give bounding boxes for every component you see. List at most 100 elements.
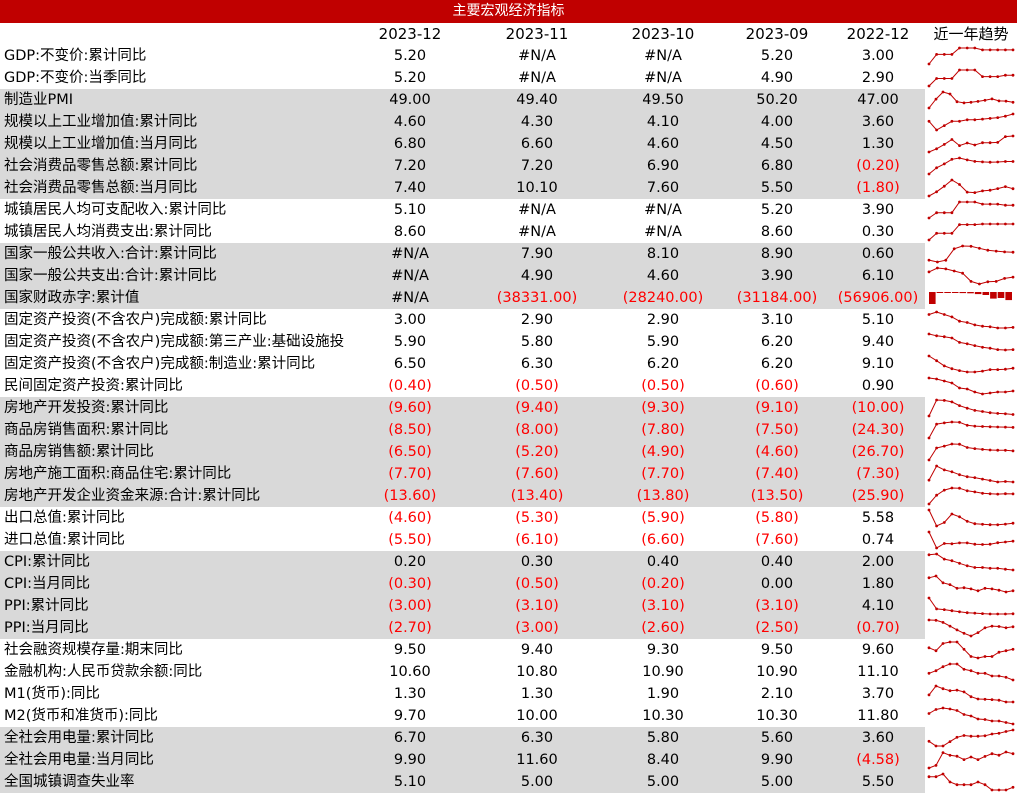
sparkline-point: [1004, 522, 1007, 526]
sparkline-point: [1011, 678, 1015, 682]
sparkline-cell: [925, 529, 1017, 551]
table-row: M2(货币和准货币):同比 9.70 10.00 10.30 10.30 11.80: [0, 705, 1017, 727]
sparkline-line: [928, 553, 1014, 571]
value-cell: (7.60): [515, 466, 559, 482]
sparkline-point: [973, 409, 977, 412]
sparkline-point: [996, 160, 1000, 164]
value-cell: 4.60: [646, 136, 680, 152]
sparkline-point: [973, 370, 977, 374]
sparkline-cell: [925, 441, 1017, 463]
sparkline-point: [958, 341, 961, 344]
sparkline-point: [973, 566, 977, 569]
sparkline-point: [969, 244, 973, 248]
table-row: 全国城镇调查失业率 5.10 5.00 5.00 5.00 5.50: [0, 771, 1017, 793]
sparkline-point: [973, 542, 977, 546]
value-cell: (8.00): [515, 422, 559, 438]
table-row: 社会消费品零售总额:当月同比 7.40 10.10 7.60 5.50 (1.80): [0, 177, 1017, 199]
value-cell: 8.40: [646, 752, 680, 768]
value-cell: 3.10: [760, 312, 794, 328]
sparkline-point: [944, 258, 948, 262]
sparkline-cell: [925, 177, 1017, 199]
sparkline-point: [941, 621, 945, 624]
value-cell: 10.80: [516, 664, 558, 680]
sparkline-point: [969, 587, 973, 591]
sparkline-point: [965, 446, 969, 449]
sparkline-point: [1003, 250, 1006, 254]
sparkline-point: [996, 141, 1000, 144]
value-cell: (4.60): [755, 444, 799, 460]
value-cell: 4.90: [760, 70, 794, 86]
sparkline-bar: [997, 292, 1005, 298]
sparkline-point: [965, 118, 969, 122]
sparkline-point: [1004, 612, 1007, 616]
sparkline-point: [935, 524, 938, 528]
sparkline-point: [962, 647, 966, 651]
sparkline-point: [934, 764, 938, 767]
sparkline-point: [988, 117, 992, 120]
sparkline-point: [927, 693, 931, 697]
sparkline-bar: [936, 292, 944, 293]
sparkline-point: [948, 753, 952, 757]
sparkline-point: [988, 523, 992, 527]
sparkline-point: [973, 46, 977, 50]
sparkline-point: [935, 607, 938, 611]
value-cell: (10.00): [851, 400, 905, 416]
sparkline-point: [927, 354, 931, 358]
sparkline-point: [935, 77, 938, 80]
table-row: 社会消费品零售总额:累计同比 7.20 7.20 6.90 6.80 (0.20): [0, 155, 1017, 177]
sparkline-point: [927, 62, 931, 66]
column-header: 2022-12: [846, 25, 910, 43]
sparkline-line: [928, 47, 1013, 65]
value-cell: (7.60): [755, 532, 799, 548]
sparkline-point: [1011, 348, 1015, 351]
sparkline: [927, 596, 1015, 616]
sparkline-point: [996, 523, 1000, 527]
sparkline-point: [927, 84, 931, 88]
sparkline-point: [955, 628, 959, 632]
value-cell: (2.60): [641, 620, 685, 636]
sparkline-point: [948, 624, 952, 628]
sparkline-point: [978, 246, 981, 250]
sparkline-point: [973, 118, 977, 122]
sparkline-line: [928, 465, 1014, 483]
table-row: 商品房销售面积:累计同比 (8.50) (8.00) (7.80) (7.50) (24.…: [0, 419, 1017, 441]
table-row: 国家一般公共支出:合计:累计同比 #N/A 4.90 4.60 3.90 6.10: [0, 265, 1017, 287]
sparkline-point: [935, 398, 938, 402]
sparkline-bar: [959, 292, 967, 294]
sparkline-point: [973, 323, 977, 327]
sparkline-point: [935, 147, 938, 151]
sparkline: [927, 706, 1015, 726]
sparkline-point: [934, 708, 938, 711]
sparkline-point: [1004, 99, 1008, 103]
sparkline-point: [996, 412, 1000, 415]
row-label: 固定资产投资(不含农户)完成额:第三产业:基础设施投: [4, 334, 345, 350]
sparkline-point: [1004, 492, 1007, 496]
sparkline-cell: [925, 463, 1017, 485]
sparkline-point: [981, 345, 984, 349]
sparkline-point: [935, 310, 938, 314]
value-cell: (0.20): [641, 576, 685, 592]
value-cell: 10.90: [642, 664, 684, 680]
value-cell: 1.30: [861, 136, 895, 152]
sparkline-cell: [925, 617, 1017, 639]
sparkline-point: [927, 596, 931, 600]
sparkline-point: [942, 468, 946, 472]
value-cell: 0.40: [646, 554, 680, 570]
sparkline-point: [927, 576, 931, 580]
sparkline-point: [948, 780, 952, 784]
row-label: M1(货币):同比: [4, 686, 100, 702]
value-cell: (25.90): [851, 488, 905, 504]
sparkline-cell: [925, 375, 1017, 397]
value-cell: (7.70): [641, 466, 685, 482]
sparkline-point: [978, 282, 981, 286]
table-title: 主要宏观经济指标: [0, 0, 1017, 23]
sparkline-point: [1011, 449, 1015, 453]
sparkline-point: [962, 713, 966, 716]
sparkline-point: [958, 156, 961, 160]
sparkline-line: [928, 685, 1013, 703]
value-cell: 8.10: [646, 246, 680, 262]
sparkline-point: [1011, 73, 1015, 77]
sparkline-point: [935, 493, 938, 497]
sparkline-point: [942, 53, 946, 56]
sparkline-point: [1011, 785, 1015, 789]
